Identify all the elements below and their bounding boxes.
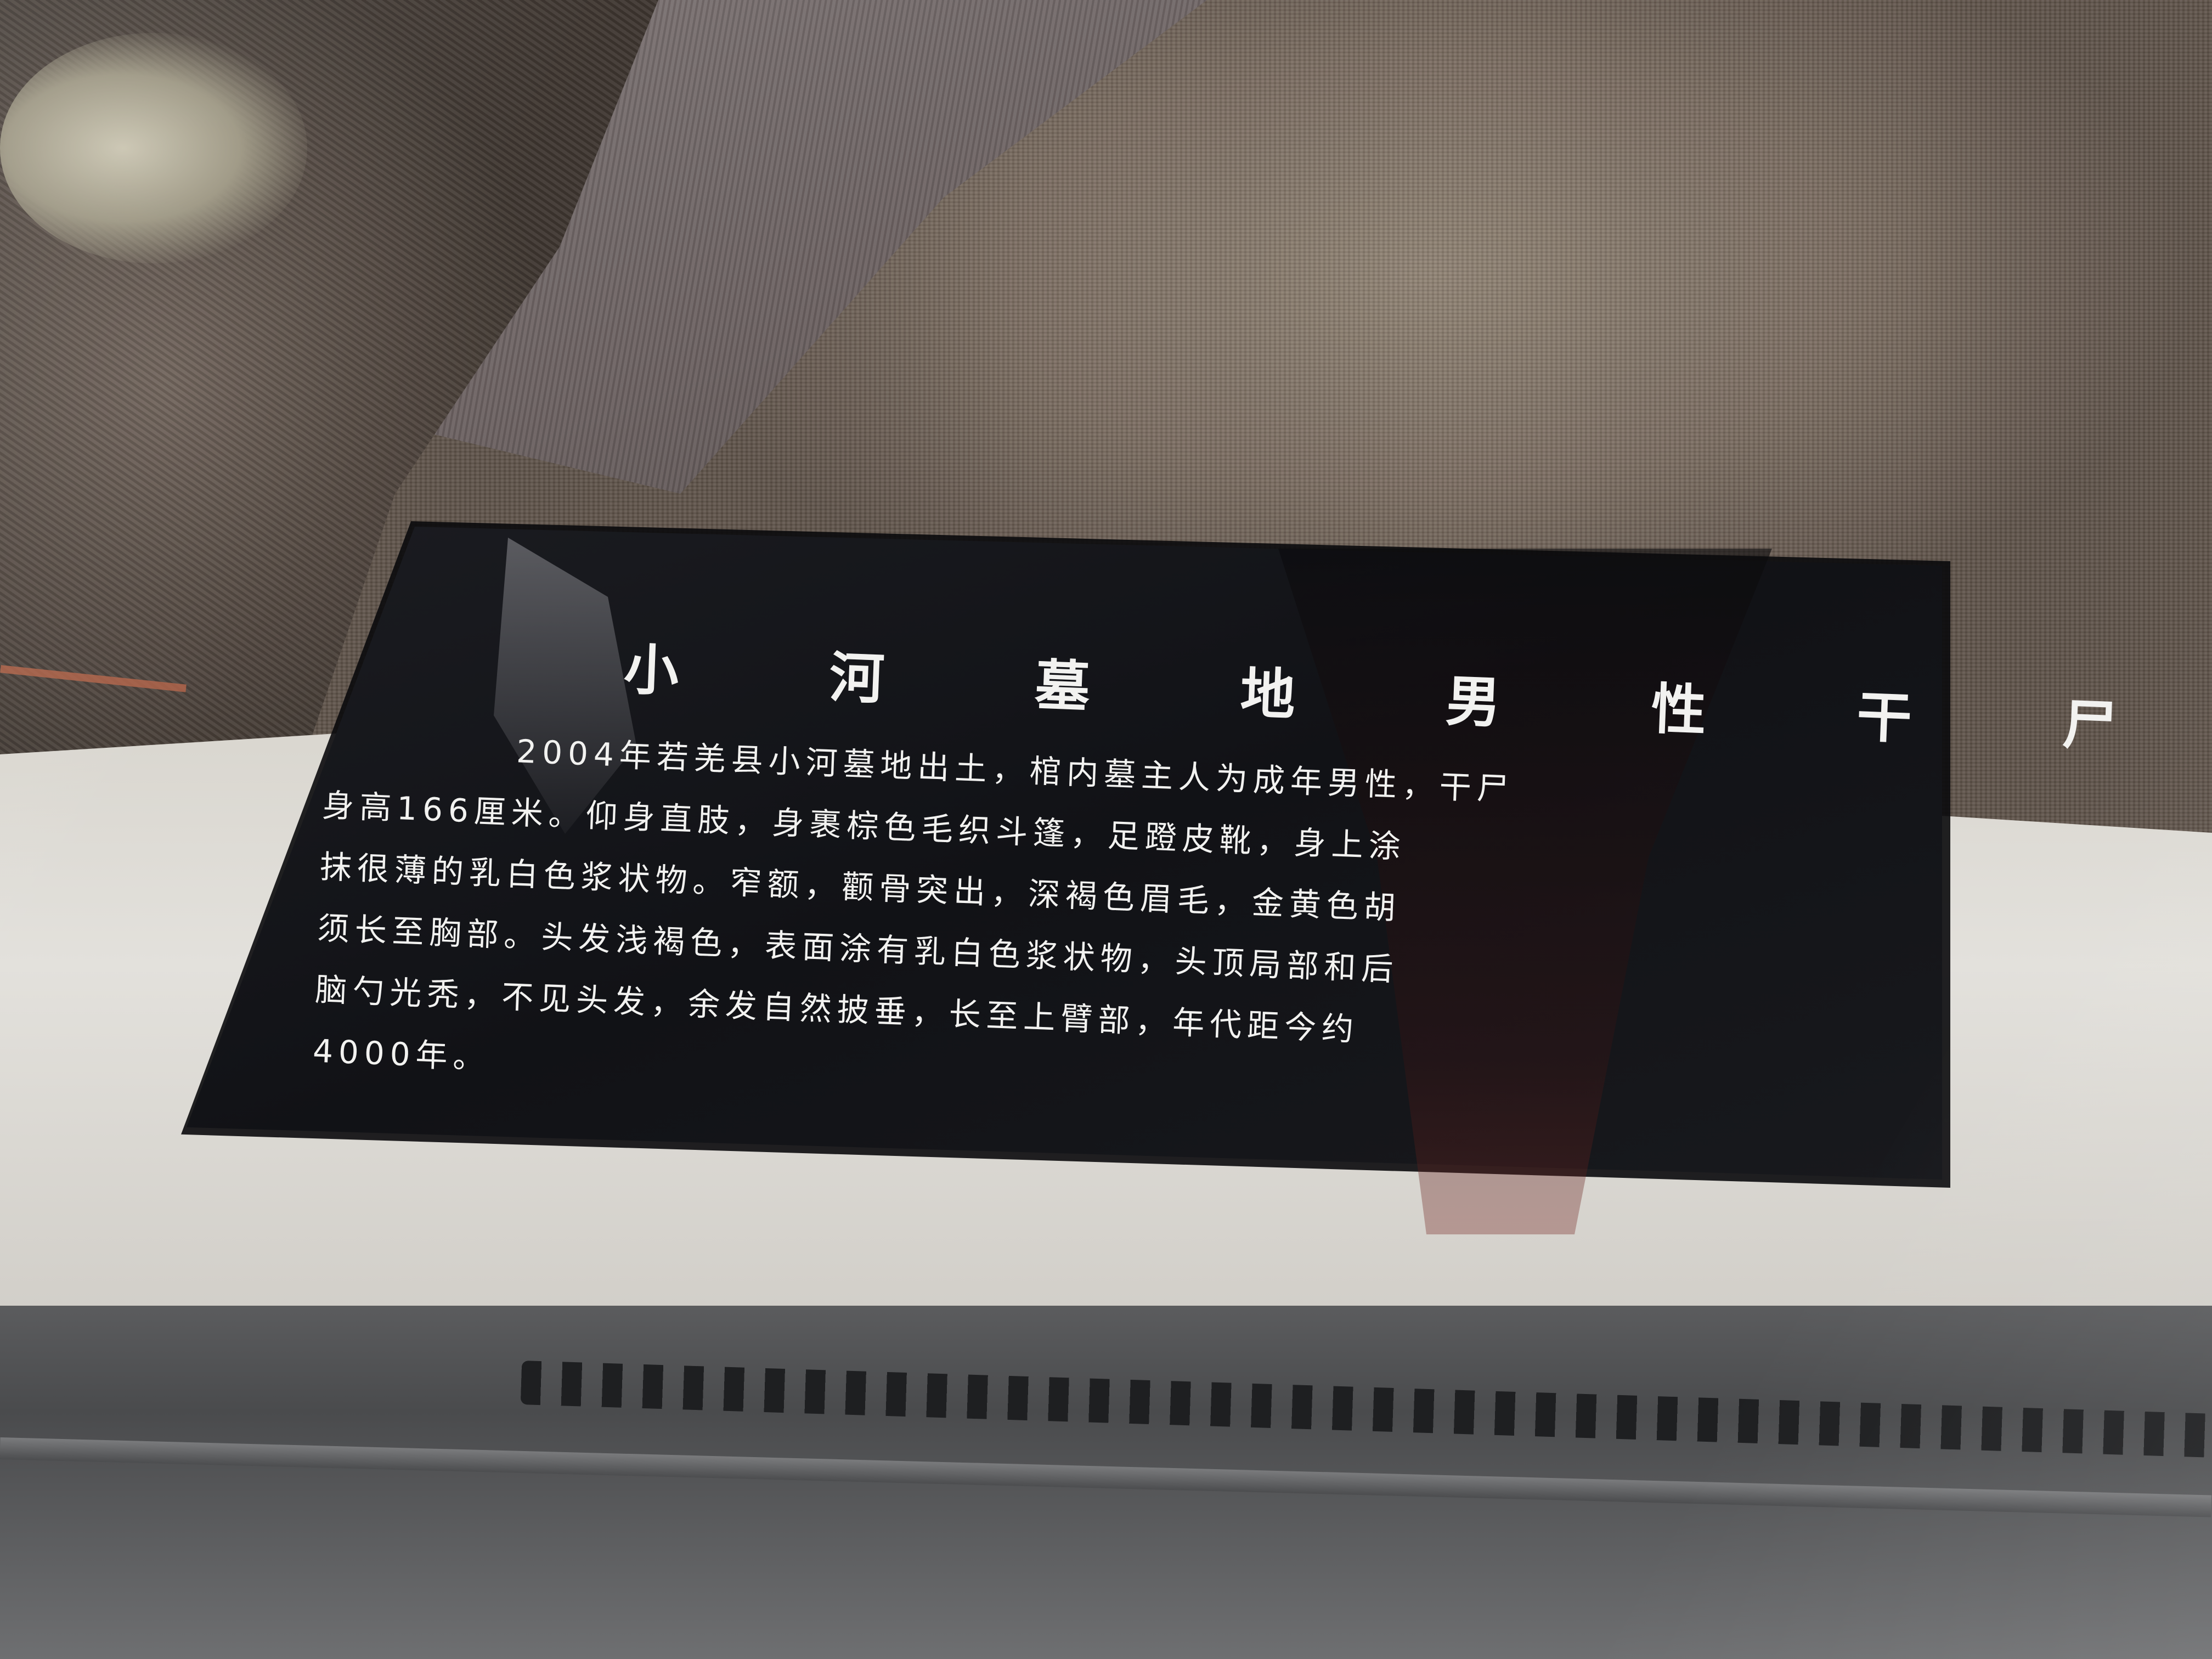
fur-trim	[0, 33, 307, 263]
exhibit-label: 小 河 墓 地 男 性 干 尸 2004年若羌县小河墓地出土，棺内墓主人为成年男…	[312, 625, 2184, 1138]
